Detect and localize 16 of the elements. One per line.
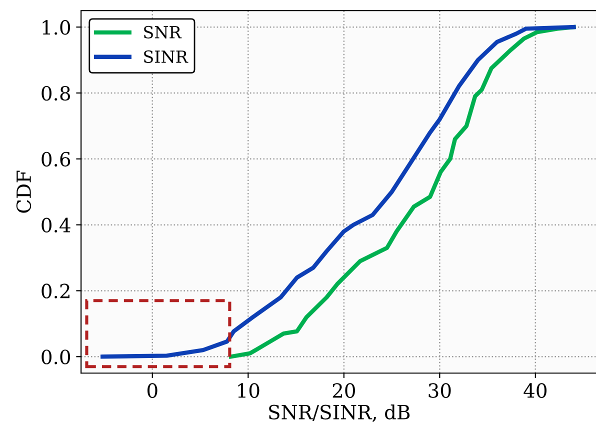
x-tick-label: 20 bbox=[332, 383, 355, 398]
y-axis-title: CDF bbox=[16, 170, 32, 213]
y-tick-label: 0.2 bbox=[42, 284, 70, 298]
line-series bbox=[100, 24, 576, 359]
x-tick-label: 40 bbox=[524, 383, 547, 398]
legend-label: SINR bbox=[144, 50, 188, 63]
x-tick-label: 30 bbox=[428, 383, 451, 398]
x-tick-label: 10 bbox=[238, 383, 260, 398]
y-tick-label: 0.0 bbox=[42, 350, 70, 364]
x-tick-label: 0 bbox=[147, 383, 158, 398]
y-tick-label: 1.0 bbox=[42, 20, 70, 35]
y-tick-label: 0.8 bbox=[42, 86, 70, 101]
y-tick-label: 0.6 bbox=[42, 152, 70, 167]
legend-label: SNR bbox=[144, 26, 182, 38]
x-axis-title: SNR/SINR, dB bbox=[269, 404, 410, 422]
y-tick-label: 0.4 bbox=[42, 218, 70, 232]
